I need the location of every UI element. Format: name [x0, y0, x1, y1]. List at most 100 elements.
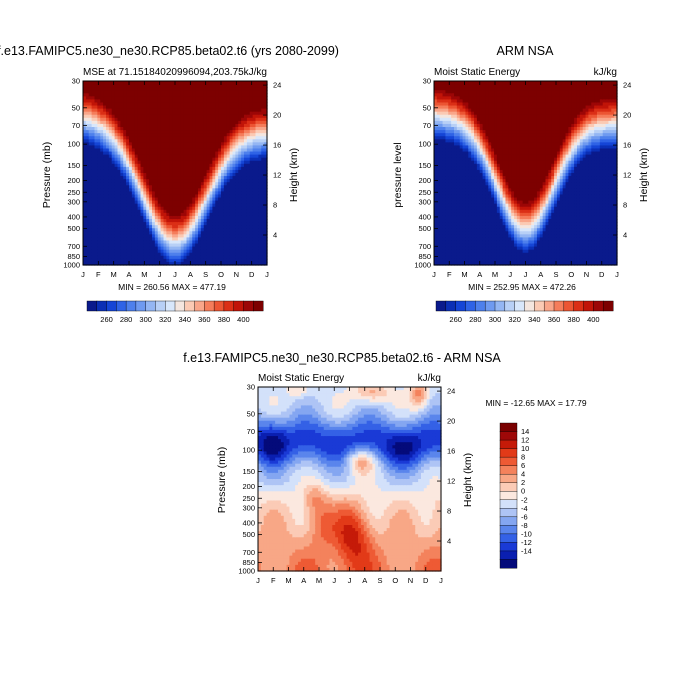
contour-cell: [448, 133, 452, 137]
contour-cell: [88, 120, 93, 125]
contour-cell: [126, 249, 130, 254]
contour-cell: [439, 169, 444, 174]
contour-cell: [454, 102, 458, 107]
contour-cell: [166, 261, 170, 266]
contour-cell: [103, 151, 107, 156]
contour-cell: [198, 209, 202, 214]
contour-cell: [223, 93, 228, 97]
contour-cell: [163, 219, 167, 223]
contour-cell: [108, 96, 113, 100]
contour-cell: [157, 108, 162, 113]
contour-cell: [108, 166, 113, 171]
contour-cell: [88, 194, 93, 199]
contour-cell: [163, 222, 167, 226]
contour-cell: [134, 197, 139, 202]
contour-cell: [244, 148, 248, 153]
contour-cell: [459, 136, 464, 140]
contour-cell: [195, 176, 199, 180]
contour-cell: [198, 87, 202, 91]
contour-cell: [221, 166, 225, 171]
contour-cell: [479, 258, 484, 263]
contour-cell: [454, 261, 458, 266]
contour-cell: [83, 261, 87, 266]
contour-cell: [186, 114, 190, 119]
contour-cell: [114, 99, 119, 104]
contour-cell: [114, 176, 119, 180]
contour-cell: [215, 243, 219, 248]
contour-cell: [238, 173, 242, 177]
contour-cell: [448, 163, 452, 168]
contour-cell: [140, 219, 144, 223]
contour-cell: [100, 133, 104, 137]
contour-cell: [264, 87, 268, 91]
contour-cell: [459, 197, 464, 202]
contour-cell: [131, 215, 136, 220]
contour-cell: [111, 215, 116, 220]
contour-cell: [137, 203, 142, 208]
contour-cell: [108, 163, 113, 168]
contour-cell: [169, 99, 173, 104]
contour-cell: [175, 108, 179, 113]
contour-cell: [143, 105, 147, 110]
contour-cell: [131, 163, 136, 168]
contour-cell: [183, 173, 188, 177]
contour-cell: [209, 163, 213, 168]
contour-cell: [442, 191, 447, 196]
contour-cell: [154, 154, 159, 159]
contour-cell: [149, 81, 153, 85]
contour-cell: [451, 127, 455, 131]
contour-cell: [175, 234, 179, 238]
contour-cell: [140, 90, 144, 94]
contour-cell: [445, 127, 449, 131]
contour-cell: [149, 108, 153, 113]
contour-cell: [232, 96, 236, 100]
contour-cell: [232, 145, 236, 150]
contour-cell: [212, 209, 216, 214]
contour-cell: [172, 120, 176, 125]
contour-cell: [149, 206, 153, 211]
contour-cell: [129, 203, 133, 208]
contour-cell: [221, 111, 225, 116]
contour-cell: [175, 225, 179, 229]
colorbar-box: [204, 300, 215, 312]
contour-cell: [255, 258, 259, 263]
contour-cell: [462, 197, 467, 202]
contour-cell: [186, 197, 190, 202]
contour-cell: [134, 120, 139, 125]
contour-cell: [465, 99, 469, 104]
contour-cell: [177, 249, 182, 254]
contour-cell: [94, 154, 98, 159]
contour-cell: [476, 123, 481, 128]
contour-cell: [157, 117, 162, 122]
contour-cell: [200, 160, 205, 165]
contour-cell: [140, 81, 144, 85]
contour-cell: [206, 246, 211, 251]
contour-cell: [103, 87, 107, 91]
contour-cell: [91, 234, 96, 238]
contour-cell: [434, 157, 438, 162]
contour-cell: [137, 215, 142, 220]
contour-cell: [468, 194, 472, 199]
contour-cell: [258, 203, 262, 208]
contour-cell: [129, 142, 133, 146]
contour-cell: [137, 234, 142, 238]
contour-cell: [169, 191, 173, 196]
contour-cell: [479, 228, 484, 232]
contour-cell: [198, 99, 202, 104]
contour-cell: [117, 234, 121, 238]
contour-cell: [209, 252, 213, 257]
contour-cell: [454, 151, 458, 156]
contour-cell: [131, 209, 136, 214]
contour-cell: [114, 222, 119, 226]
contour-cell: [175, 157, 179, 162]
contour-cell: [198, 237, 202, 242]
contour-cell: [134, 231, 139, 235]
contour-cell: [126, 81, 130, 85]
contour-cell: [172, 142, 176, 146]
contour-cell: [252, 102, 257, 107]
contour-cell: [106, 81, 110, 85]
contour-cell: [186, 246, 190, 251]
contour-cell: [177, 160, 182, 165]
contour-cell: [97, 120, 101, 125]
contour-cell: [434, 243, 438, 248]
